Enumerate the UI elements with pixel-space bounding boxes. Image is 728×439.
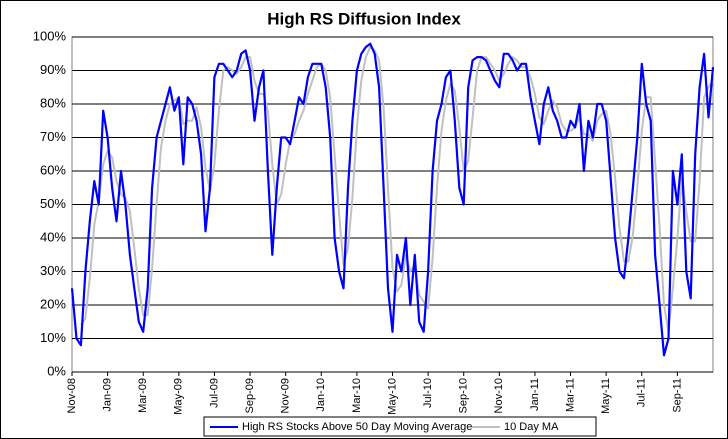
x-tick-label: May-11: [600, 378, 612, 414]
x-tick-label: Jul-11: [636, 378, 648, 407]
y-tick-label: 40%: [40, 229, 66, 244]
x-tick-label: Nov-08: [66, 378, 78, 413]
x-tick-label: Jul-09: [208, 378, 220, 408]
y-tick-label: 10%: [40, 330, 66, 345]
x-tick-label: Jan-09: [102, 378, 114, 412]
y-tick-label: 90%: [40, 62, 66, 77]
y-tick-label: 20%: [40, 296, 66, 311]
x-tick-label: Nov-09: [280, 378, 292, 413]
x-tick-label: Nov-10: [493, 378, 505, 413]
x-tick-label: Sep-09: [244, 378, 256, 413]
y-tick-label: 60%: [40, 162, 66, 177]
y-tick-label: 0%: [47, 363, 66, 378]
y-tick-label: 50%: [40, 196, 66, 211]
legend-label: High RS Stocks Above 50 Day Moving Avera…: [242, 421, 472, 433]
legend-box: [203, 416, 597, 437]
x-tick-label: Jan-11: [529, 378, 541, 411]
x-tick-label: Mar-11: [564, 378, 576, 412]
x-tick-label: Mar-10: [351, 378, 363, 413]
x-tick-label: Mar-09: [137, 378, 149, 413]
y-tick-label: 70%: [40, 129, 66, 144]
x-tick-label: Jul-10: [422, 378, 434, 408]
legend: High RS Stocks Above 50 Day Moving Avera…: [203, 416, 597, 437]
legend-label: 10 Day MA: [504, 421, 559, 433]
x-tick-label: Sep-10: [458, 378, 470, 413]
y-tick-label: 100%: [33, 28, 67, 43]
x-tick-label: May-10: [386, 378, 398, 415]
y-tick-label: 80%: [40, 95, 66, 110]
series-line: [70, 42, 715, 357]
chart-title: High RS Diffusion Index: [267, 9, 461, 28]
x-tick-label: Jan-10: [315, 378, 327, 412]
y-tick-label: 30%: [40, 263, 66, 278]
x-tick-label: Sep-11: [671, 378, 683, 413]
x-tick-label: May-09: [173, 378, 185, 415]
